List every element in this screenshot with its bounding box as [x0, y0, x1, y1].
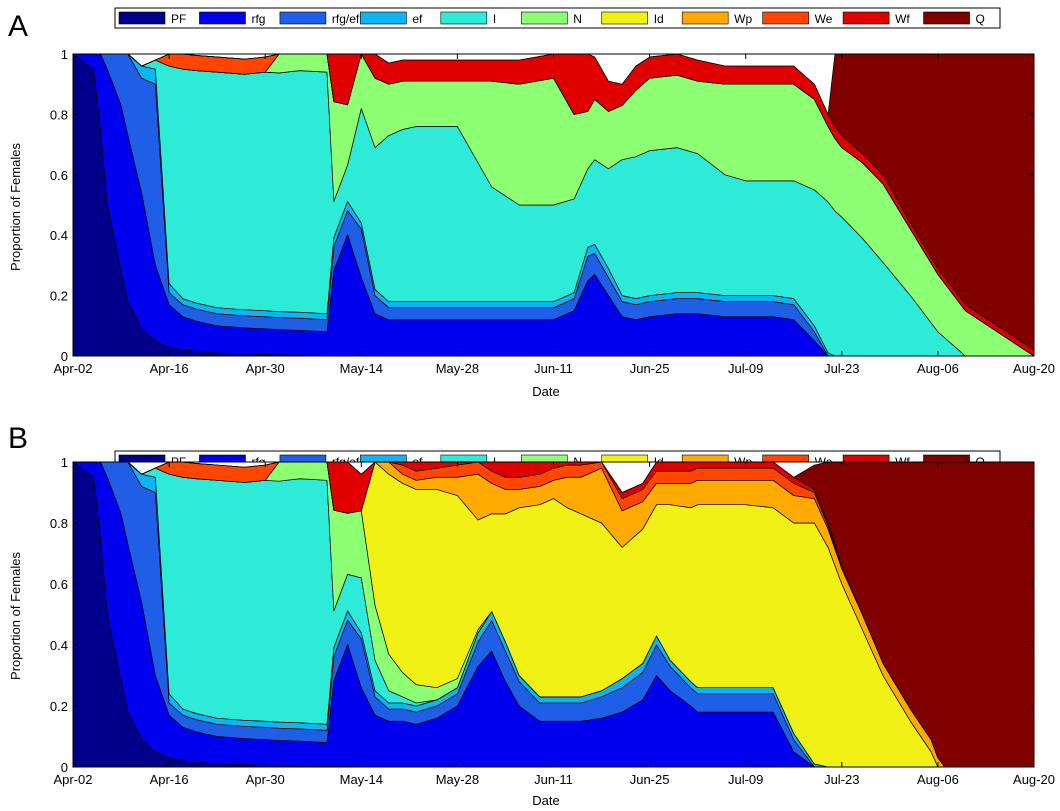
x-tick-label-a: May-14: [340, 361, 383, 376]
legend-swatch-rfg-a: [199, 11, 246, 25]
y-tick-label-b: 0.6: [50, 577, 68, 592]
x-tick-label-a: Apr-30: [246, 361, 285, 376]
legend-label-rfg-a: rfg: [251, 12, 265, 26]
x-tick-label-a: Apr-02: [53, 361, 92, 376]
x-tick-label-b: Aug-06: [917, 772, 959, 787]
legend-label-n-a: N: [573, 12, 582, 26]
y-tick-label-a: 0: [61, 349, 68, 364]
area-wf-a: [73, 54, 1034, 356]
legend-swatch-id-a: [601, 11, 649, 25]
plot-area-a: 0 0.2 0.4 0.6 0.8 1 Apr-02 Apr-16 Apr-30 May-14 Ma…: [50, 47, 1055, 376]
panel-label-b: B: [8, 422, 28, 455]
legend-swatch-q-a: [923, 11, 970, 25]
x-tick-label-b: Jun-25: [630, 772, 670, 787]
legend-swatch-n-a: [520, 11, 568, 25]
x-tick-label-b: Jul-23: [824, 772, 859, 787]
legend-swatch-pf-a: [118, 11, 166, 25]
legend-a: PF rfg rfg/ef ef I N Id Wp We Wf Q: [114, 7, 1001, 29]
chart-panel-a: A PF rfg rfg/ef ef I N Id Wp We Wf Q 0 0.2 0.4 0.6 0.8…: [8, 7, 1055, 399]
x-tick-label-a: Apr-16: [150, 361, 189, 376]
legend-swatch-i-a: [440, 11, 488, 25]
y-tick-label-b: 0.8: [50, 516, 68, 531]
y-tick-label-b: 0.2: [50, 699, 68, 714]
panel-label-a: A: [8, 10, 28, 43]
x-tick-label-a: Aug-20: [1013, 361, 1055, 376]
legend-swatch-rfg-ef-a: [279, 11, 327, 25]
areas-b: [73, 462, 1034, 767]
legend-swatch-wf-a: [842, 11, 890, 25]
legend-label-wf-a: Wf: [895, 12, 910, 26]
legend-swatch-we-a: [762, 11, 809, 25]
legend-swatch-wp-a: [681, 11, 729, 25]
legend-label-i-a: I: [493, 12, 496, 26]
x-tick-label-a: Aug-06: [917, 361, 959, 376]
legend-label-rfg-ef-a: rfg/ef: [332, 12, 360, 26]
legend-label-wp-a: Wp: [734, 12, 752, 26]
legend-label-we-a: We: [815, 12, 833, 26]
y-tick-label-b: 1: [61, 455, 68, 470]
y-tick-label-a: 0.2: [50, 289, 68, 304]
x-tick-label-b: Jul-09: [728, 772, 763, 787]
y-tick-label-b: 0: [61, 760, 68, 775]
x-axis-label-b: Date: [532, 793, 559, 808]
legend-label-id-a: Id: [654, 12, 664, 26]
area-q-a: [73, 54, 1034, 351]
x-axis-label-a: Date: [532, 384, 559, 399]
areas-a: [73, 54, 1034, 356]
y-tick-label-b: 0.4: [50, 638, 68, 653]
x-tick-label-a: Jul-23: [824, 361, 859, 376]
x-tick-label-b: Aug-20: [1013, 772, 1055, 787]
x-tick-label-a: Jun-25: [630, 361, 670, 376]
x-tick-label-a: May-28: [436, 361, 479, 376]
x-tick-label-b: Jun-11: [534, 772, 573, 787]
legend-swatch-ef-a: [360, 11, 407, 25]
x-tick-label-a: Jun-11: [534, 361, 573, 376]
area-q-b: [73, 462, 1034, 767]
legend-label-ef-a: ef: [412, 12, 423, 26]
x-tick-label-b: May-28: [436, 772, 479, 787]
x-tick-label-b: Apr-30: [246, 772, 285, 787]
y-axis-label-b: Proportion of Females: [8, 552, 23, 680]
y-tick-label-a: 0.8: [50, 107, 68, 122]
plot-area-b: 0 0.2 0.4 0.6 0.8 1 Apr-02 Apr-16 Apr-30 May-14 Ma…: [50, 455, 1055, 787]
x-tick-label-a: Jul-09: [728, 361, 763, 376]
y-tick-label-a: 1: [61, 47, 68, 62]
y-axis-label-a: Proportion of Females: [8, 143, 23, 271]
x-tick-label-b: Apr-16: [150, 772, 189, 787]
legend-label-pf-a: PF: [171, 12, 186, 26]
y-tick-label-a: 0.6: [50, 168, 68, 183]
y-tick-label-a: 0.4: [50, 228, 68, 243]
x-tick-label-b: Apr-02: [53, 772, 92, 787]
legend-label-q-a: Q: [976, 12, 985, 26]
x-tick-label-b: May-14: [340, 772, 383, 787]
